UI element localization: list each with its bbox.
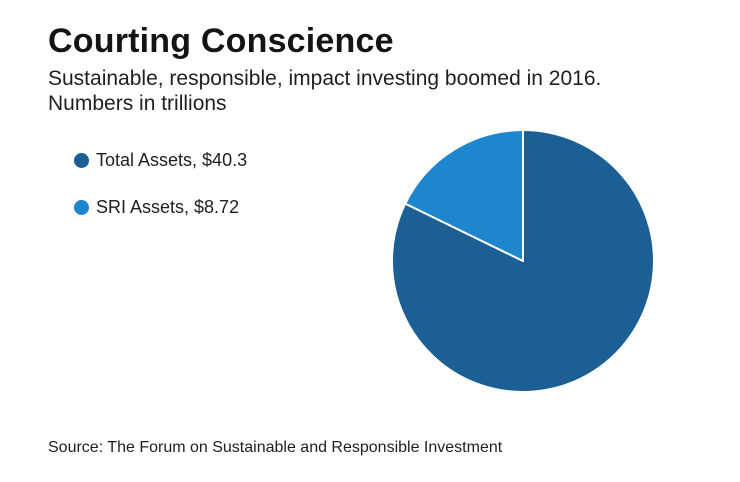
source-note: Source: The Forum on Sustainable and Res… bbox=[48, 439, 503, 456]
pie-slice-sri-assets bbox=[404, 129, 524, 262]
legend-swatch-sri-assets bbox=[74, 199, 89, 215]
chart-title: Courting Conscience bbox=[48, 22, 394, 60]
chart-subtitle: Sustainable, responsible, impact investi… bbox=[48, 67, 602, 115]
pie-slices bbox=[391, 129, 655, 393]
legend-label-sri-assets: SRI Assets, $8.72 bbox=[96, 196, 240, 217]
legend-item-sri-assets: SRI Assets, $8.72 bbox=[74, 195, 247, 219]
legend-label-total-assets: Total Assets, $40.3 bbox=[96, 149, 248, 170]
legend-item-total-assets: Total Assets, $40.3 bbox=[74, 148, 247, 172]
legend-swatch-total-assets bbox=[74, 152, 89, 168]
pie-chart bbox=[391, 129, 655, 393]
legend: Total Assets, $40.3 SRI Assets, $8.72 bbox=[74, 148, 247, 242]
